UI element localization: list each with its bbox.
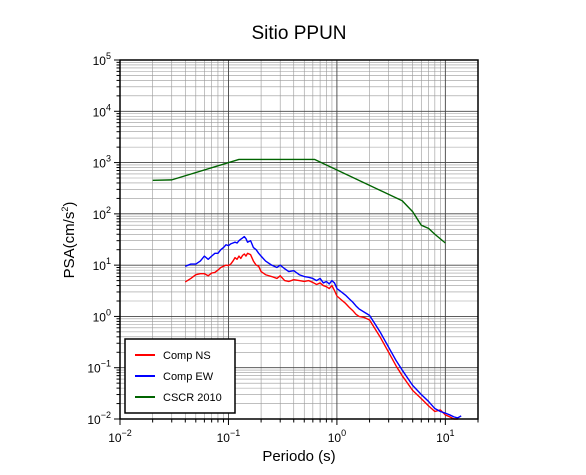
y-tick-label-exponent: −2 [101, 410, 111, 420]
x-tick-label: 10−2 [108, 428, 132, 445]
x-tick-label-exponent: −2 [122, 428, 132, 438]
series-layer [152, 158, 462, 420]
y-tick-label: 105 [93, 51, 111, 68]
y-tick-label: 10−1 [87, 359, 111, 376]
y-tick-label-base: 10 [93, 54, 107, 68]
y-tick-label: 10−2 [87, 410, 111, 427]
legend-label-cscr-2010: CSCR 2010 [163, 392, 222, 404]
x-tick-label: 10−1 [217, 428, 241, 445]
y-tick-label-base: 10 [93, 157, 107, 171]
x-tick-label-exponent: 0 [341, 428, 346, 438]
series-line-comp-ew [185, 235, 462, 419]
x-tick-label: 100 [328, 428, 346, 445]
y-tick-label: 101 [93, 256, 111, 273]
x-tick-label-base: 10 [108, 431, 122, 445]
y-tick-label: 103 [93, 154, 111, 171]
y-tick-label-exponent: 2 [106, 205, 111, 215]
x-tick-label-exponent: 1 [450, 428, 455, 438]
x-tick-label-base: 10 [328, 431, 342, 445]
y-tick-label: 100 [93, 307, 111, 324]
y-tick-label-exponent: −1 [101, 359, 111, 369]
y-axis-label: PSA(cm/s2) [60, 202, 78, 279]
x-tick-label: 101 [436, 428, 454, 445]
chart-title: Sitio PPUN [251, 23, 346, 44]
plot-frame [119, 59, 479, 420]
y-tick-label: 102 [93, 205, 111, 222]
legend-label-comp-ns: Comp NS [163, 350, 211, 362]
series-line-comp-ns [184, 252, 458, 420]
y-tick-label-base: 10 [93, 310, 107, 324]
y-axis-label-end: ) [61, 202, 78, 207]
y-tick-label-exponent: 0 [106, 307, 111, 317]
y-tick-label-base: 10 [93, 208, 107, 222]
x-tick-label-base: 10 [217, 431, 231, 445]
y-tick-label: 104 [93, 102, 111, 119]
y-tick-label-base: 10 [87, 413, 101, 427]
y-axis-label-sup: 2 [60, 207, 70, 212]
y-tick-label-base: 10 [93, 259, 107, 273]
legend-label-comp-ew: Comp EW [163, 371, 214, 383]
x-tick-label-exponent: −1 [230, 428, 240, 438]
y-tick-label-base: 10 [93, 105, 107, 119]
y-tick-label-exponent: 3 [106, 154, 111, 164]
y-tick-label-base: 10 [87, 362, 101, 376]
x-tick-label-base: 10 [436, 431, 450, 445]
y-tick-label-exponent: 5 [106, 51, 111, 61]
y-tick-label-exponent: 1 [106, 256, 111, 266]
series-line-cscr-2010 [152, 158, 446, 244]
ticks-layer [114, 59, 479, 425]
y-tick-label-exponent: 4 [106, 102, 111, 112]
legend: Comp NS Comp EW CSCR 2010 [124, 338, 236, 414]
x-axis-label: Periodo (s) [262, 448, 335, 465]
y-axis-label-base: PSA(cm/s [61, 212, 78, 279]
